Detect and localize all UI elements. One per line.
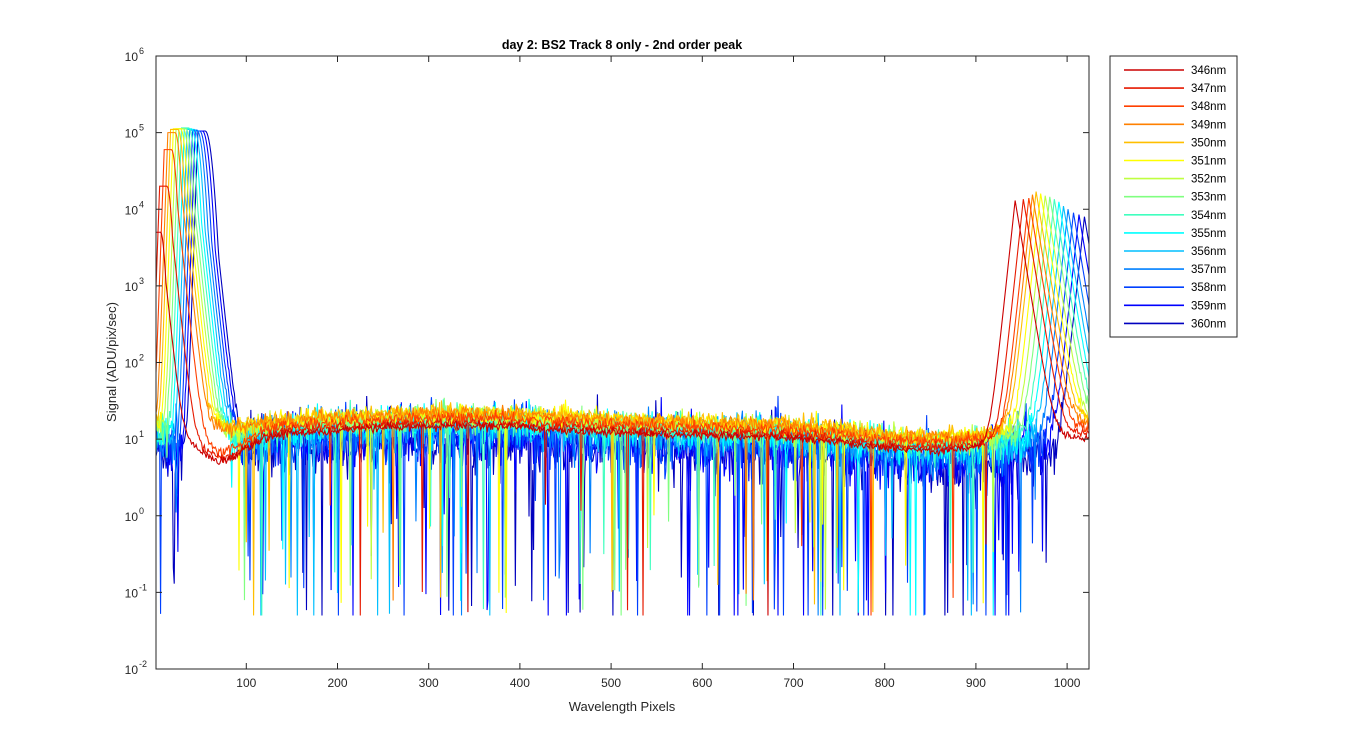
legend-label: 352nm [1191, 174, 1226, 186]
y-tick-exponent: -1 [139, 582, 147, 592]
y-tick-label: 10 [125, 203, 139, 217]
y-tick-label: 10 [125, 280, 139, 294]
legend-label: 350nm [1191, 137, 1226, 149]
x-tick-label: 300 [419, 676, 439, 690]
x-tick-label: 100 [236, 676, 256, 690]
legend-label: 356nm [1191, 246, 1226, 258]
y-tick-label: 10 [125, 433, 139, 447]
plot-frame [155, 55, 1090, 670]
x-tick-label: 600 [692, 676, 712, 690]
legend-label: 347nm [1191, 83, 1226, 95]
legend-label: 355nm [1191, 228, 1226, 240]
legend-label: 360nm [1191, 318, 1226, 330]
legend-label: 346nm [1191, 65, 1226, 77]
legend-label: 348nm [1191, 101, 1226, 113]
y-tick-label: 10 [125, 357, 139, 371]
y-tick-exponent: 1 [139, 429, 144, 439]
legend-label: 349nm [1191, 119, 1226, 131]
x-axis-label: Wavelength Pixels [569, 699, 676, 714]
legend-label: 351nm [1191, 156, 1226, 168]
series-line-346nm [156, 200, 1089, 616]
legend-label: 359nm [1191, 300, 1226, 312]
x-tick-label: 500 [601, 676, 621, 690]
legend-items: 346nm 347nm 348nm 349nm 350nm 351nm 352nm 353nm… [1124, 65, 1226, 330]
y-tick-label: 10 [125, 663, 139, 677]
y-tick-exponent: 3 [139, 276, 144, 286]
legend-label: 353nm [1191, 192, 1226, 204]
y-tick-label: 10 [125, 127, 139, 141]
plot-background [156, 56, 1089, 669]
y-tick-exponent: 4 [139, 199, 144, 209]
y-axis-label: Signal (ADU/pix/sec) [104, 302, 119, 422]
legend-label: 358nm [1191, 282, 1226, 294]
y-tick-exponent: -2 [139, 659, 147, 669]
y-tick-exponent: 0 [139, 506, 144, 516]
x-tick-label: 200 [327, 676, 347, 690]
series-layer [156, 127, 1089, 616]
x-tick-label: 400 [510, 676, 530, 690]
legend-label: 357nm [1191, 264, 1226, 276]
legend[interactable]: 346nm 347nm 348nm 349nm 350nm 351nm 352nm 353nm… [1109, 55, 1238, 338]
x-tick-label: 700 [783, 676, 803, 690]
y-tick-exponent: 2 [139, 353, 144, 363]
x-tick-label: 1000 [1054, 676, 1081, 690]
y-tick-exponent: 5 [139, 123, 144, 133]
legend-label: 354nm [1191, 210, 1226, 222]
y-tick-label: 10 [125, 586, 139, 600]
x-tick-label: 800 [875, 676, 895, 690]
y-tick-exponent: 6 [139, 46, 144, 56]
x-tick-label: 900 [966, 676, 986, 690]
y-tick-label: 10 [125, 510, 139, 524]
y-tick-label: 10 [125, 50, 139, 64]
chart-title: day 2: BS2 Track 8 only - 2nd order peak [502, 38, 742, 52]
series-line-347nm [156, 185, 1089, 616]
